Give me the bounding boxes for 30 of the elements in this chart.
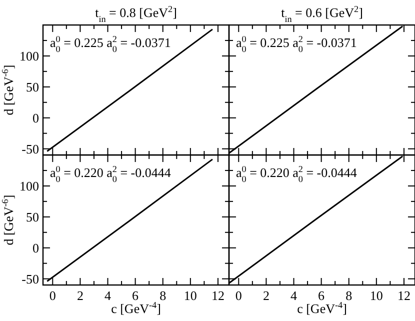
y-tick-label: -50 xyxy=(22,141,39,156)
y-tick-label: 100 xyxy=(20,48,39,64)
x-tick-label: 0 xyxy=(49,288,56,303)
chart-title: t$_{in}$ = 0.8 [GeV$^{2}$] xyxy=(95,4,177,24)
annotation: a$_{0}$$^{0}$ = 0.225 a$_{0}$$^{2}$ = -0.0371 xyxy=(50,34,171,54)
y-tick-label: 100 xyxy=(20,178,39,194)
x-tick-label: 12 xyxy=(397,288,410,303)
y-tick-label: -50 xyxy=(22,271,39,286)
annotation: a$_{0}$$^{0}$ = 0.220 a$_{0}$$^{2}$ = -0.0444 xyxy=(236,164,358,184)
annotation: a$_{0}$$^{0}$ = 0.225 a$_{0}$$^{2}$ = -0.0371 xyxy=(236,34,357,54)
x-tick-label: 4 xyxy=(290,288,298,303)
x-tick-label: 0 xyxy=(235,288,242,303)
x-tick-label: 10 xyxy=(184,288,197,303)
x-tick-label: 6 xyxy=(318,288,326,303)
x-tick-label: 4 xyxy=(104,288,112,303)
x-tick-label: 8 xyxy=(160,288,166,303)
x-tick-label: 12 xyxy=(211,288,224,303)
x-tick-label: 8 xyxy=(346,288,352,303)
x-axis-title: c [GeV$^{-4}$] xyxy=(111,300,161,316)
y-tick-label: 0 xyxy=(32,110,39,126)
annotation: a$_{0}$$^{0}$ = 0.220 a$_{0}$$^{2}$ = -0.0444 xyxy=(50,164,172,184)
y-tick-label: 50 xyxy=(26,79,39,94)
y-tick-label: 50 xyxy=(26,209,39,224)
x-axis-title: c [GeV$^{-4}$] xyxy=(297,300,347,316)
x-tick-label: 6 xyxy=(132,288,140,303)
chart-title: t$_{in}$ = 0.6 [GeV$^{2}$] xyxy=(281,4,363,24)
x-tick-label: 10 xyxy=(370,288,383,303)
y-tick-label: 0 xyxy=(32,240,39,256)
x-tick-label: 2 xyxy=(262,288,270,303)
x-tick-label: 2 xyxy=(76,288,84,303)
